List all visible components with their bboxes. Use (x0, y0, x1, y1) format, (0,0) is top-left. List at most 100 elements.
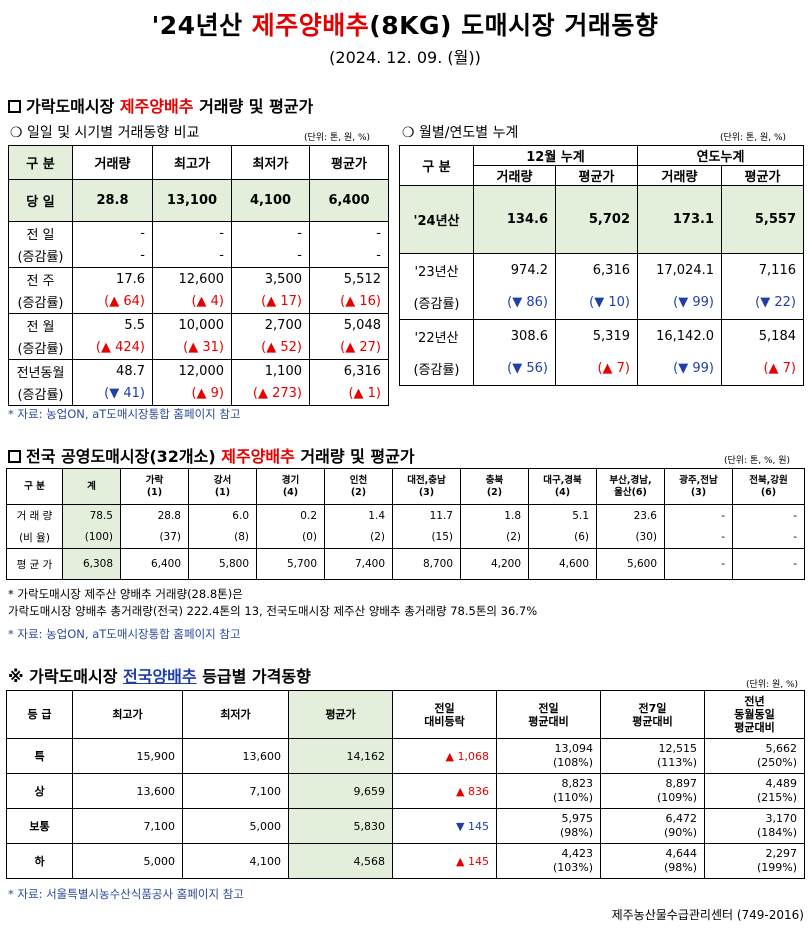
value-cell: 9,659 (288, 773, 393, 809)
compare-cell: 5,662 (250%) (704, 738, 805, 774)
row-label: 전년동월 (8, 359, 73, 383)
compare-value: 8,823 (561, 777, 594, 790)
compare-pct: (250%) (756, 756, 797, 769)
change-cell: (▲ 31) (152, 336, 232, 360)
table-row: 특 15,900 13,600 14,162 ▲ 1,068 13,094 (108%) 12… (6, 738, 805, 774)
change-cell: (▲ 9) (152, 382, 232, 406)
compare-value: 3,170 (765, 812, 798, 825)
value-cell: 7,400 (324, 548, 393, 580)
header-line: 대전,충남 (407, 474, 446, 486)
value-cell: 7,100 (72, 808, 183, 844)
compare-cell: 4,423 (103%) (496, 843, 601, 879)
value-cell: 974.2 (473, 253, 556, 287)
value-cell: 7,100 (182, 773, 289, 809)
compare-pct: (184%) (756, 826, 797, 839)
value-cell: 0.2 (256, 504, 325, 527)
table-row: 전 일---- (8, 221, 389, 245)
row-sublabel: (증감률) (399, 286, 474, 320)
change-cell: - (72, 244, 153, 268)
header-cell: 구 분 (8, 145, 73, 180)
source-note: * 자료: 농업ON, aT도매시장통합 홈페이지 참고 (8, 627, 241, 641)
header-line: 전북,강원 (749, 474, 788, 486)
value-cell: (30) (596, 526, 665, 549)
value-cell: - (732, 548, 805, 580)
header-line: (2) (350, 486, 367, 498)
header-line: 대비등락 (424, 714, 465, 728)
compare-cell: 6,472 (90%) (600, 808, 705, 844)
value-cell: - (664, 504, 733, 527)
change-cell: (▲ 64) (72, 290, 153, 314)
header-cell: 강서 (1) (188, 468, 257, 505)
compare-value: 12,515 (658, 742, 698, 755)
change-cell: (▲ 1) (309, 382, 389, 406)
header-cell: 전북,강원 (6) (732, 468, 805, 505)
row-label: '24년산 (399, 185, 474, 254)
value-cell: 1,100 (231, 359, 310, 383)
header-cell: 최고가 (72, 690, 183, 739)
header-cell: 연도누계 (637, 145, 804, 166)
header-cell: 대전,충남 (3) (392, 468, 461, 505)
row-label: 당 일 (8, 179, 73, 222)
value-cell: - (664, 526, 733, 549)
row-sublabel: (증감률) (8, 382, 73, 406)
header-line: (4) (282, 486, 299, 498)
section3-title: ※ 가락도매시장 전국양배추 등급별 가격동향 (8, 667, 311, 686)
header-cell: 12월 누계 (473, 145, 638, 166)
value-cell: 6,400 (120, 548, 189, 580)
compare-value: 6,472 (665, 812, 698, 825)
header-line: 전일 (538, 701, 559, 715)
grade-table: 등 급 최고가 최저가 평균가 전일 대비등락 전일 평균대비 전7일 평균대비 전년 동월동일 평균대… (6, 690, 805, 879)
cumulative-unit: (단위: 톤, 원, %) (720, 133, 787, 143)
table-row-change: (증감률) (▲ 424) (▲ 31) (▲ 52) (▲ 27) (8, 336, 389, 360)
value-cell: 5,800 (188, 548, 257, 580)
change-cell: (▼ 99) (637, 352, 722, 386)
value-cell: 5.5 (72, 313, 153, 337)
national-unit: (단위: 톤, %, 원) (724, 456, 791, 466)
table-row: 보통 7,100 5,000 5,830 ▼ 145 5,975 (98%) 6,472 (90… (6, 808, 805, 844)
value-cell: 4,568 (288, 843, 393, 879)
compare-cell: 5,975 (98%) (496, 808, 601, 844)
page-title: '24년산 제주양배추(8KG) 도매시장 거래동향 (151, 11, 659, 40)
section2-title: 전국 공영도매시장(32개소) 제주양배추 거래량 및 평균가 (8, 443, 415, 467)
header-line: 경기 (281, 474, 300, 486)
square-bullet-icon (8, 100, 21, 113)
header-cell: 거래량 (473, 165, 556, 186)
grade-unit: (단위: 원, %) (746, 680, 799, 690)
value-cell: 28.8 (120, 504, 189, 527)
header-cell: 충북 (2) (460, 468, 529, 505)
header-line: 전7일 (638, 701, 667, 715)
table-row: '22년산 308.6 5,319 16,142.0 5,184 (399, 319, 804, 353)
value-cell: 4,100 (231, 179, 310, 222)
header-cell: 평균가 (555, 165, 638, 186)
header-line: 대구,경북 (543, 474, 582, 486)
value-cell: 5,000 (182, 808, 289, 844)
row-label: 거 래 량 (6, 504, 63, 527)
table-row: 등 급 최고가 최저가 평균가 전일 대비등락 전일 평균대비 전7일 평균대비 전년 동월동일 평균대… (6, 690, 805, 739)
value-cell: 5,184 (721, 319, 804, 353)
value-cell: 15,900 (72, 738, 183, 774)
compare-value: 5,975 (561, 812, 594, 825)
table-row-change: (증감률) (▼ 86) (▼ 10) (▼ 99) (▼ 22) (399, 286, 804, 320)
compare-pct: (199%) (756, 861, 797, 874)
header-line: 전일 (434, 701, 455, 715)
value-cell: 11.7 (392, 504, 461, 527)
compare-pct: (98%) (663, 861, 697, 874)
header-line: 최고가 (112, 708, 143, 721)
section1-title: 가락도매시장 제주양배추 거래량 및 평균가 (8, 93, 313, 117)
compare-value: 2,297 (765, 847, 798, 860)
compare-cell: 4,489 (215%) (704, 773, 805, 809)
compare-pct: (113%) (656, 756, 697, 769)
row-label: 전 일 (8, 221, 73, 245)
value-cell: 78.5 (62, 504, 121, 527)
header-cell: 등 급 (6, 690, 73, 739)
value-cell: 12,000 (152, 359, 232, 383)
header-line: 평균대비 (528, 714, 569, 728)
report-date: (2024. 12. 09. (월)) (329, 48, 481, 67)
value-cell: 5,830 (288, 808, 393, 844)
header-line: 평균대비 (632, 714, 673, 728)
value-cell: 12,600 (152, 267, 232, 291)
value-cell: 6,316 (309, 359, 389, 383)
header-cell: 평균가 (721, 165, 804, 186)
table-row-change: (증감률) (▼ 41) (▲ 9) (▲ 273) (▲ 1) (8, 382, 389, 406)
value-cell: 7,116 (721, 253, 804, 287)
